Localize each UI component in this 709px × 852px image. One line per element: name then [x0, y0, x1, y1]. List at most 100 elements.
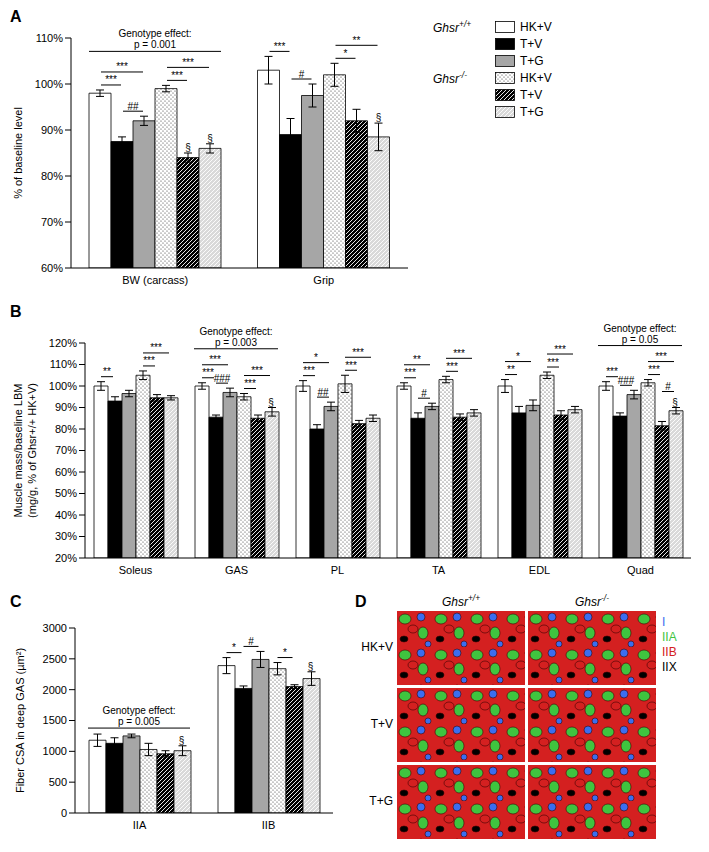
svg-text:p = 0.005: p = 0.005: [118, 716, 160, 727]
svg-text:###: ###: [214, 373, 231, 384]
svg-text:2000: 2000: [43, 684, 67, 696]
svg-text:#: #: [248, 636, 254, 647]
svg-text:**: **: [507, 364, 515, 375]
svg-text:#: #: [421, 388, 427, 399]
svg-text:§: §: [376, 112, 382, 123]
svg-text:***: ***: [446, 361, 458, 372]
svg-text:A: A: [10, 8, 22, 25]
svg-text:Genotype effect:: Genotype effect:: [199, 326, 272, 337]
svg-text:70%: 70%: [55, 444, 77, 456]
html-text:Ghsr+/+: Ghsr+/+: [433, 18, 472, 35]
svg-text:IIB: IIB: [262, 819, 275, 831]
svg-text:***: ***: [547, 357, 559, 368]
svg-text:*: *: [516, 351, 520, 362]
svg-text:Genotype effect:: Genotype effect:: [603, 323, 676, 334]
svg-text:p = 0.05: p = 0.05: [622, 334, 659, 345]
svg-text:Grip: Grip: [313, 274, 334, 286]
svg-text:***: ***: [274, 41, 286, 52]
svg-text:§: §: [207, 133, 213, 144]
svg-text:***: ***: [453, 348, 465, 359]
svg-text:**: **: [103, 366, 111, 377]
html-text:HK+V: HK+V: [520, 19, 552, 34]
svg-text:60%: 60%: [55, 466, 77, 478]
svg-text:GAS: GAS: [225, 564, 248, 576]
svg-text:***: ***: [202, 367, 214, 378]
svg-text:§: §: [179, 735, 185, 746]
svg-text:Genotype effect:: Genotype effect:: [102, 705, 175, 716]
html-text:Ghsr+/+: Ghsr+/+: [441, 593, 481, 609]
svg-text:% of baseline level: % of baseline level: [12, 107, 24, 199]
svg-text:***: ***: [251, 365, 263, 376]
svg-text:***: ***: [143, 355, 155, 366]
svg-text:***: ***: [345, 360, 357, 371]
html-text:Ghsr-/-: Ghsr-/-: [575, 593, 609, 609]
svg-text:EDL: EDL: [529, 564, 550, 576]
svg-text:80%: 80%: [41, 170, 63, 182]
svg-text:40%: 40%: [55, 509, 77, 521]
html-text:Ghsr-/-: Ghsr-/-: [433, 69, 467, 86]
svg-text:***: ***: [352, 347, 364, 358]
svg-text:110%: 110%: [36, 32, 64, 44]
svg-text:1500: 1500: [43, 714, 67, 726]
svg-text:Muscle mass/baseline LBM: Muscle mass/baseline LBM: [12, 384, 24, 518]
svg-text:###: ###: [618, 375, 635, 386]
svg-text:Quad: Quad: [627, 564, 654, 576]
svg-text:***: ***: [303, 365, 315, 376]
svg-text:PL: PL: [331, 564, 344, 576]
svg-text:80%: 80%: [55, 423, 77, 435]
svg-text:20%: 20%: [55, 552, 77, 564]
svg-text:*: *: [283, 647, 287, 658]
svg-text:*: *: [232, 642, 236, 653]
svg-text:#: #: [665, 381, 671, 392]
svg-text:2500: 2500: [43, 653, 67, 665]
svg-text:***: ***: [209, 354, 221, 365]
svg-text:500: 500: [49, 776, 67, 788]
svg-text:***: ***: [116, 61, 128, 72]
svg-text:**: **: [413, 354, 421, 365]
svg-text:C: C: [10, 593, 22, 610]
svg-text:***: ***: [655, 351, 667, 362]
svg-text:*: *: [344, 48, 348, 59]
svg-text:3000: 3000: [43, 622, 67, 634]
svg-text:***: ***: [404, 367, 416, 378]
svg-text:***: ***: [182, 57, 194, 68]
svg-text:B: B: [10, 303, 22, 320]
svg-text:**: **: [353, 35, 361, 46]
svg-text:90%: 90%: [55, 401, 77, 413]
svg-text:70%: 70%: [41, 216, 63, 228]
svg-text:BW (carcass): BW (carcass): [122, 274, 188, 286]
svg-text:IIA: IIA: [133, 819, 147, 831]
svg-text:§: §: [268, 397, 274, 408]
svg-text:***: ***: [606, 366, 618, 377]
svg-text:***: ***: [648, 364, 660, 375]
svg-text:##: ##: [317, 387, 329, 398]
svg-text:Soleus: Soleus: [119, 564, 153, 576]
svg-text:p = 0.001: p = 0.001: [134, 39, 176, 50]
svg-text:#: #: [299, 69, 305, 80]
svg-text:Fiber CSA in deep GAS (µm²): Fiber CSA in deep GAS (µm²): [14, 648, 26, 793]
svg-text:§: §: [185, 142, 191, 153]
svg-text:***: ***: [171, 70, 183, 81]
svg-text:***: ***: [105, 74, 117, 85]
svg-text:§: §: [308, 661, 314, 672]
svg-text:***: ***: [244, 378, 256, 389]
svg-text:***: ***: [150, 342, 162, 353]
svg-text:(mg/g, % of Ghsr+/+ HK+V): (mg/g, % of Ghsr+/+ HK+V): [26, 383, 38, 518]
svg-text:***: ***: [554, 344, 566, 355]
svg-text:§: §: [672, 397, 678, 408]
svg-text:50%: 50%: [55, 487, 77, 499]
svg-text:100%: 100%: [49, 380, 77, 392]
svg-text:TA: TA: [432, 564, 446, 576]
svg-text:Genotype effect:: Genotype effect:: [118, 28, 191, 39]
svg-text:1000: 1000: [43, 745, 67, 757]
svg-text:60%: 60%: [41, 262, 63, 274]
svg-text:0: 0: [61, 807, 67, 819]
svg-text:120%: 120%: [49, 337, 77, 349]
svg-text:*: *: [314, 352, 318, 363]
svg-text:p = 0.003: p = 0.003: [215, 337, 257, 348]
svg-text:110%: 110%: [50, 358, 78, 370]
svg-text:90%: 90%: [41, 124, 63, 136]
svg-text:##: ##: [127, 101, 139, 112]
svg-text:30%: 30%: [55, 530, 77, 542]
svg-text:100%: 100%: [35, 78, 63, 90]
